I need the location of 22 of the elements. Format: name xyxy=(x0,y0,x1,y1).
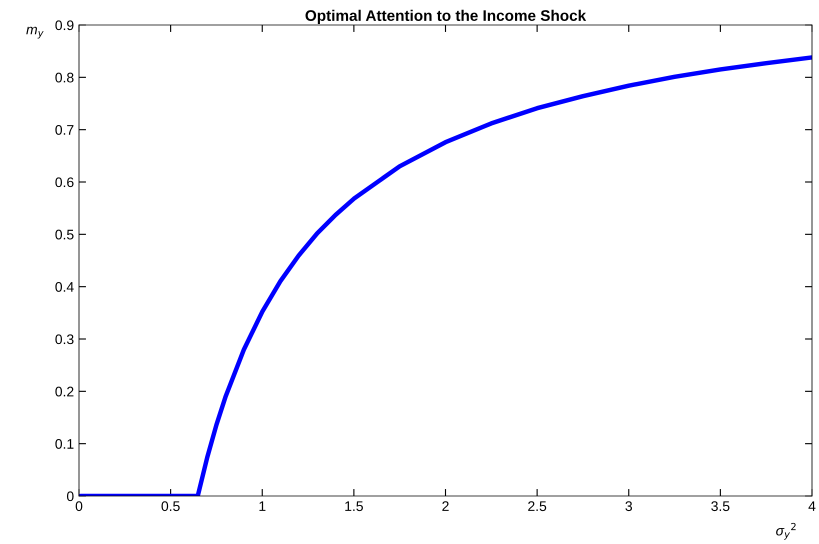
x-tick-label: 3 xyxy=(625,501,632,512)
y-tick-label: 0.9 xyxy=(55,20,74,30)
chart-title: Optimal Attention to the Income Shock xyxy=(306,10,586,24)
y-tick-label: 0.2 xyxy=(55,386,74,397)
x-tick-label: 2.5 xyxy=(528,501,546,512)
x-tick-label: 2 xyxy=(442,501,449,511)
y-tick-label: 0.1 xyxy=(55,439,74,449)
y-tick-label: 0.7 xyxy=(55,125,74,135)
x-tick-label: 4 xyxy=(808,501,816,511)
x-tick-label: 0 xyxy=(76,501,82,512)
x-tick-label: 0.5 xyxy=(162,501,180,512)
y-tick-label: 0.4 xyxy=(55,282,74,292)
x-tick-label: 1.5 xyxy=(345,501,363,512)
y-tick-label: 0 xyxy=(66,491,74,502)
y-tick-label: 0.3 xyxy=(55,334,74,344)
y-axis-title: m$_{y}$ xyxy=(26,26,44,38)
y-tick-label: 0.8 xyxy=(55,72,74,83)
y-tick-label: 0.5 xyxy=(55,230,74,240)
y-tick-label: 0.6 xyxy=(55,177,74,188)
x-tick-label: 3.5 xyxy=(711,501,730,512)
x-tick-label: 1 xyxy=(259,501,266,511)
x-axis-title: σ$_{y}$$^{2}$ xyxy=(776,522,796,540)
